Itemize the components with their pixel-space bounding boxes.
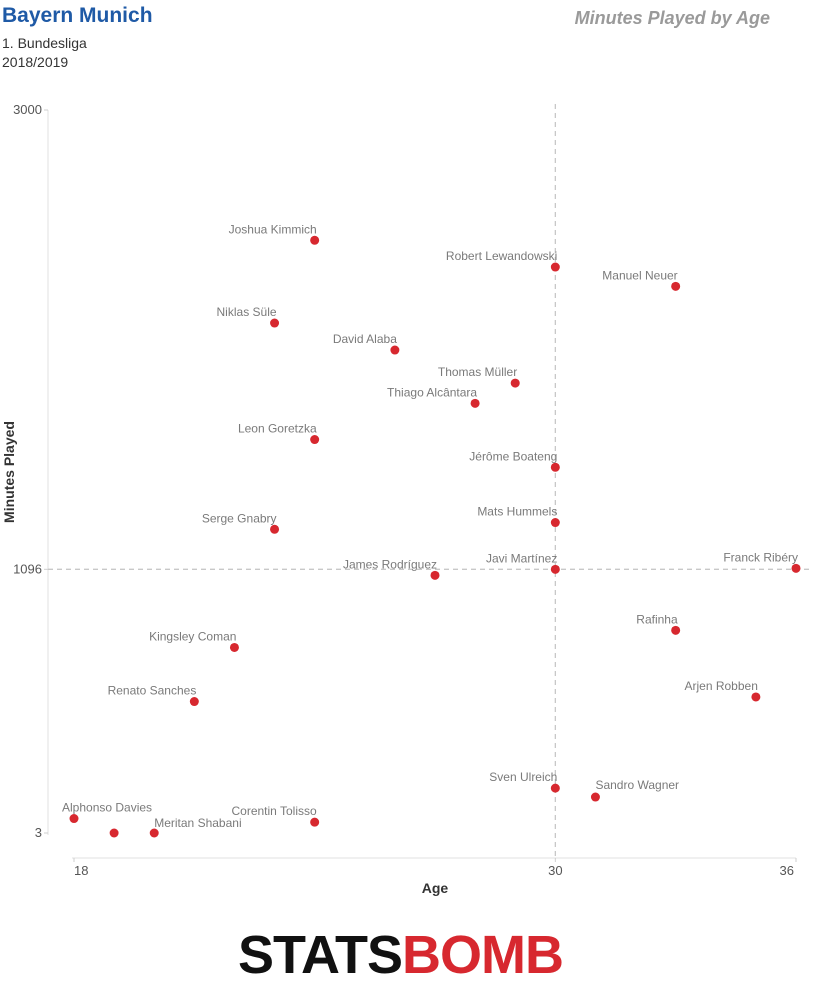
- point-label: Mats Hummels: [477, 505, 557, 519]
- point-label: Meritan Shabani: [154, 816, 241, 830]
- y-tick-label: 3000: [13, 102, 42, 117]
- team-title: Bayern Munich: [2, 4, 153, 27]
- data-point: [550, 518, 560, 528]
- logo-text-bomb: BOMB: [402, 925, 564, 985]
- point-label: Sven Ulreich: [489, 770, 557, 784]
- point-label: Sandro Wagner: [595, 778, 679, 792]
- data-point: [310, 817, 320, 827]
- data-point: [430, 570, 440, 580]
- logo-text-stats: STATS: [238, 925, 403, 985]
- data-point: [109, 828, 119, 838]
- data-point: [510, 378, 520, 388]
- data-point: [270, 318, 280, 328]
- data-point: [69, 814, 79, 824]
- data-point: [550, 462, 560, 472]
- point-label: Joshua Kimmich: [229, 222, 317, 236]
- data-point: [189, 697, 199, 707]
- data-point: [550, 564, 560, 574]
- data-point: [229, 642, 239, 652]
- point-label: Franck Ribéry: [723, 550, 798, 564]
- data-point: [550, 783, 560, 793]
- data-point: [390, 345, 400, 355]
- y-tick-label: 3: [35, 825, 42, 840]
- data-point: [310, 435, 320, 445]
- data-point: [671, 281, 681, 291]
- point-label: Alphonso Davies: [62, 801, 152, 815]
- point-label: Renato Sanches: [108, 684, 197, 698]
- point-label: Thiago Alcântara: [387, 385, 477, 399]
- chart-title: Minutes Played by Age: [574, 8, 770, 28]
- point-label: Jérôme Boateng: [469, 449, 557, 463]
- league-label: 1. Bundesliga: [2, 35, 87, 51]
- x-axis-title: Age: [422, 880, 449, 896]
- x-tick-label: 30: [548, 863, 562, 878]
- y-axis-title: Minutes Played: [1, 421, 17, 523]
- data-point: [550, 262, 560, 272]
- point-label: David Alaba: [333, 332, 397, 346]
- data-point: [590, 792, 600, 802]
- point-label: Niklas Süle: [217, 305, 277, 319]
- data-point: [310, 235, 320, 245]
- statsbomb-logo: STATSBOMB: [238, 925, 564, 985]
- point-label: Kingsley Coman: [149, 629, 236, 643]
- data-point: [751, 692, 761, 702]
- point-label: Robert Lewandowski: [446, 249, 557, 263]
- x-tick-label: 36: [780, 863, 794, 878]
- point-label: Serge Gnabry: [202, 511, 277, 525]
- y-tick-label: 1096: [13, 561, 42, 576]
- point-label: Corentin Tolisso: [232, 804, 317, 818]
- x-tick-label: 18: [74, 863, 88, 878]
- data-point: [149, 828, 159, 838]
- data-point: [470, 398, 480, 408]
- point-label: Leon Goretzka: [238, 422, 317, 436]
- point-label: Manuel Neuer: [602, 268, 677, 282]
- data-point: [791, 563, 801, 573]
- data-point: [270, 524, 280, 534]
- point-label: Thomas Müller: [438, 365, 517, 379]
- data-point: [671, 625, 681, 635]
- season-label: 2018/2019: [2, 54, 69, 70]
- point-label: James Rodríguez: [343, 557, 437, 571]
- point-label: Javi Martínez: [486, 551, 557, 565]
- point-label: Rafinha: [636, 612, 678, 626]
- point-label: Arjen Robben: [684, 679, 757, 693]
